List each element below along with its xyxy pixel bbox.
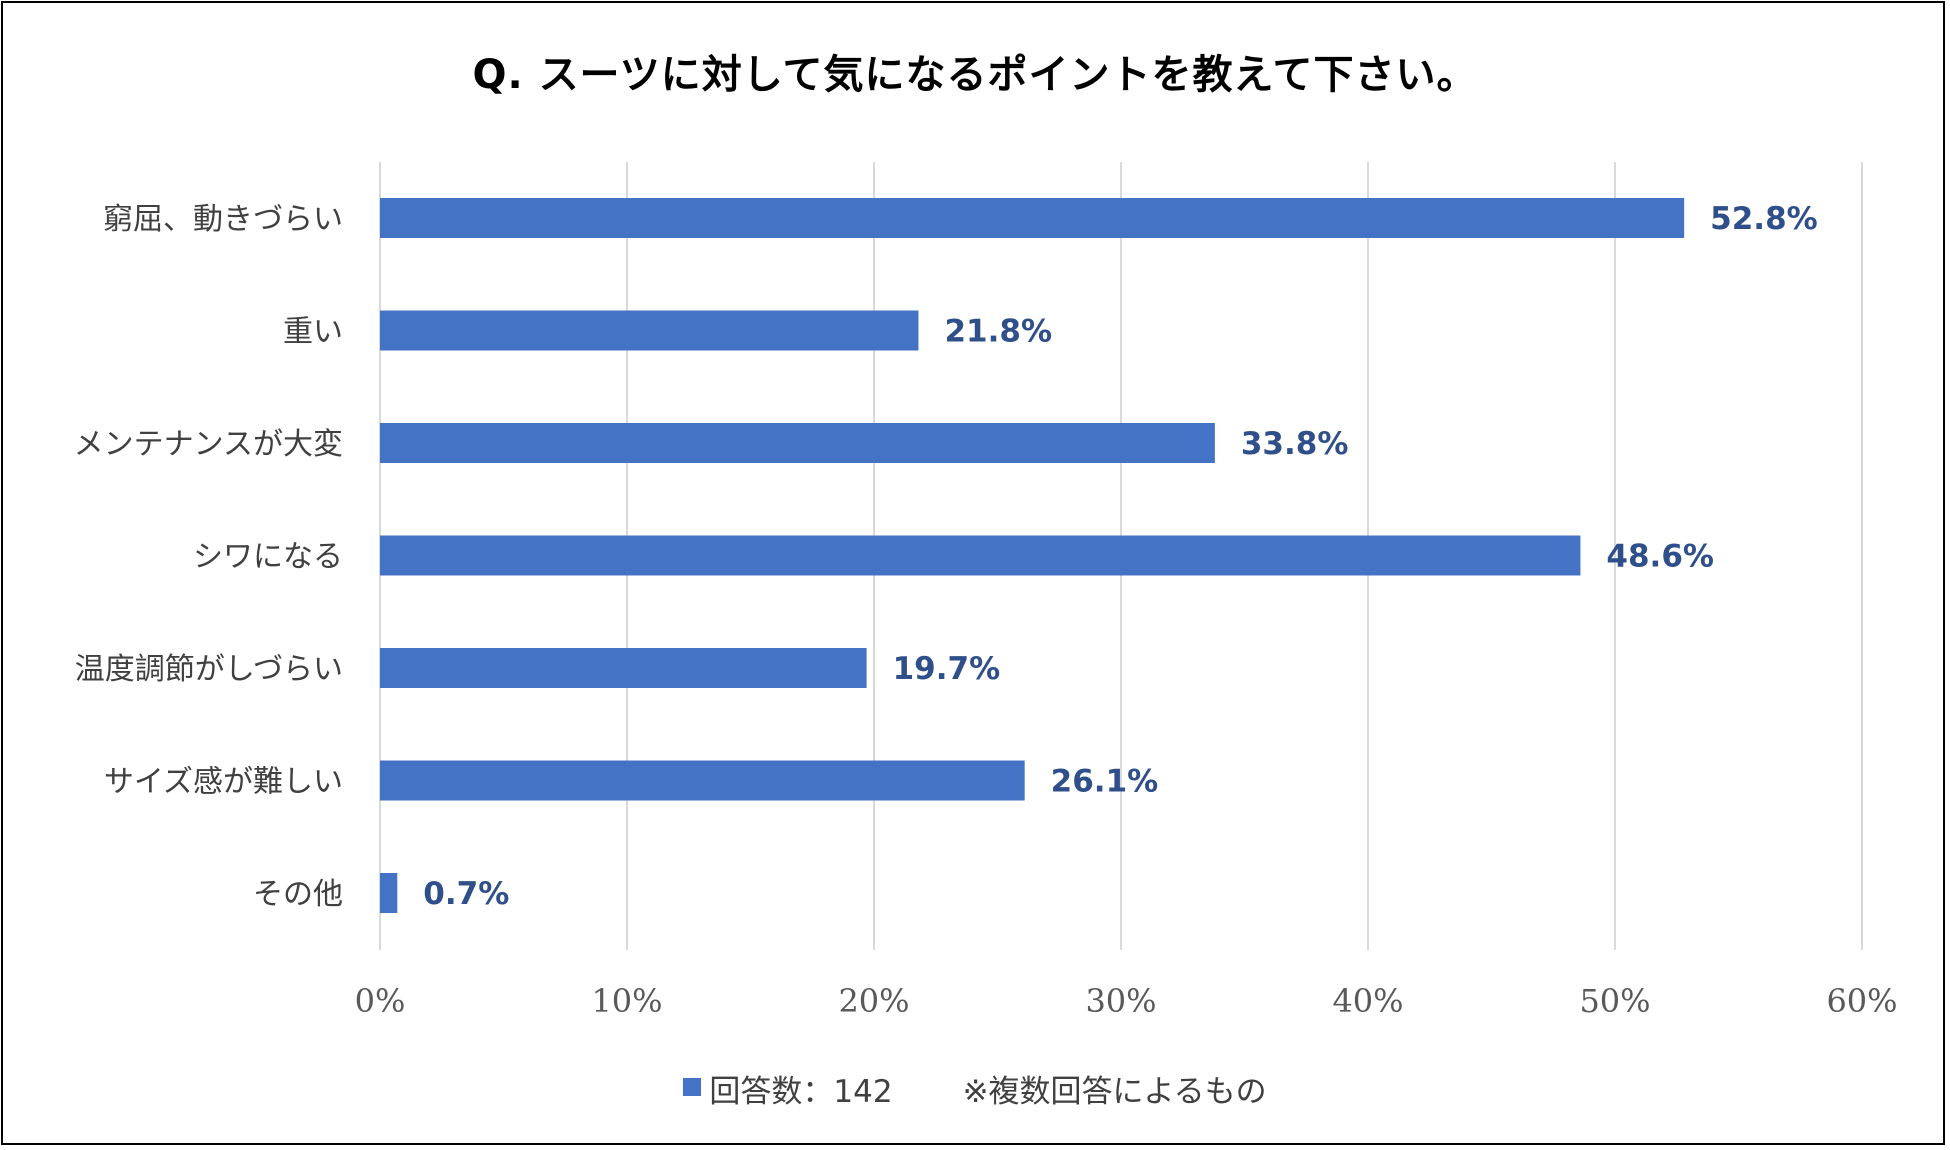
x-tick-label-0: 0%: [355, 982, 406, 1020]
bar-7: [380, 873, 398, 913]
bar-3: [380, 423, 1215, 463]
x-tick-label-10: 10%: [591, 982, 662, 1020]
data-label-5: 19.7%: [893, 651, 1001, 687]
x-tick-label-20: 20%: [838, 982, 909, 1020]
category-label-5: 温度調節がしづらい: [75, 652, 343, 687]
bar-1: [380, 198, 1685, 238]
data-label-6: 26.1%: [1051, 764, 1159, 800]
x-axis-ticks: 0% 10% 20% 30% 40% 50% 60%: [355, 982, 1898, 1020]
category-label-3: メンテナンスが大変: [74, 427, 343, 462]
category-label-6: サイズ感が難しい: [104, 765, 343, 800]
bars: [380, 198, 1685, 913]
category-label-1: 窮屈、動きづらい: [103, 202, 343, 237]
legend-note: ※複数回答によるもの: [962, 1074, 1267, 1110]
legend-swatch: [683, 1077, 702, 1096]
data-label-2: 21.8%: [944, 314, 1052, 350]
data-label-1: 52.8%: [1710, 201, 1818, 237]
legend-series-label: 回答数：142: [709, 1074, 893, 1110]
category-label-7: その他: [253, 877, 343, 912]
bar-5: [380, 648, 867, 688]
data-label-4: 48.6%: [1606, 539, 1714, 575]
bar-2: [380, 310, 919, 351]
bar-4: [380, 535, 1581, 576]
category-label-2: 重い: [283, 315, 343, 350]
chart-title: Q. スーツに対して気になるポイントを教えて下さい。: [472, 52, 1478, 98]
data-label-3: 33.8%: [1241, 426, 1349, 462]
x-tick-label-60: 60%: [1826, 982, 1897, 1020]
category-label-4: シワになる: [193, 540, 343, 575]
data-label-7: 0.7%: [423, 876, 509, 912]
legend: 回答数：142 ※複数回答によるもの: [0, 1066, 1950, 1111]
x-tick-label-40: 40%: [1332, 982, 1403, 1020]
bar-6: [380, 760, 1025, 801]
x-tick-label-30: 30%: [1085, 982, 1156, 1020]
x-tick-label-50: 50%: [1579, 982, 1650, 1020]
data-labels: 52.8% 21.8% 33.8% 48.6% 19.7% 26.1% 0.7%: [423, 201, 1817, 912]
y-axis-categories: 窮屈、動きづらい重いメンテナンスが大変シワになる温度調節がしづらいサイズ感が難し…: [74, 202, 343, 912]
